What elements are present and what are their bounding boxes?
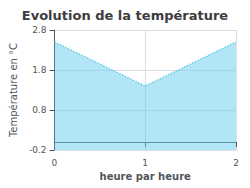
svg-text:0: 0 [52, 158, 58, 168]
svg-text:2.8: 2.8 [32, 25, 47, 35]
svg-text:1: 1 [142, 158, 148, 168]
svg-text:Evolution de la température: Evolution de la température [22, 8, 229, 23]
svg-text:Température en °C: Température en °C [8, 43, 19, 138]
svg-text:0.8: 0.8 [32, 105, 47, 115]
svg-text:-0.2: -0.2 [29, 145, 47, 155]
svg-text:heure par heure: heure par heure [100, 171, 191, 182]
svg-text:1.8: 1.8 [32, 65, 47, 75]
svg-text:2: 2 [233, 158, 239, 168]
